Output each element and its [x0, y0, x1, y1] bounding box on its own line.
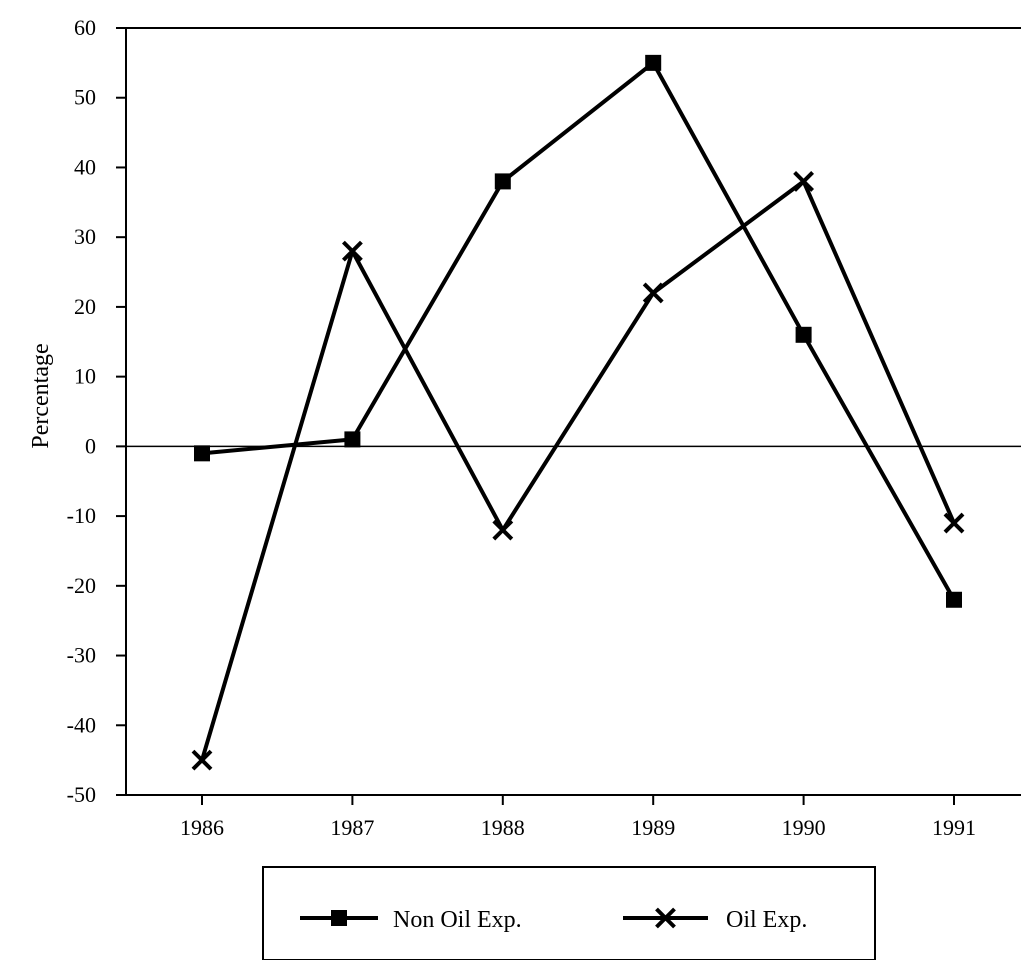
x-tick-label: 1990: [782, 815, 826, 840]
data-point-square: [194, 445, 210, 462]
data-point-x: [191, 749, 213, 771]
data-point-square: [344, 431, 361, 448]
x-tick-label: 1988: [481, 815, 525, 840]
data-point-x: [642, 282, 664, 304]
y-tick-label: -50: [67, 782, 96, 807]
x-marker-stroke: [655, 907, 676, 929]
x-marker-stroke: [341, 240, 363, 262]
legend-label: Non Oil Exp.: [393, 907, 522, 933]
axes: 60 50 40 30 20 10 0 -10 -20 -30 -40 -50 1986 1987 1988…: [67, 15, 1021, 840]
x-tick-label: 1987: [330, 815, 374, 840]
y-tick-label: 50: [74, 85, 96, 110]
y-tick-label: -40: [67, 712, 96, 737]
x-tick-label: 1991: [932, 815, 976, 840]
x-marker-stroke: [642, 282, 664, 304]
data-point-x: [492, 519, 514, 541]
x-marker-stroke: [793, 170, 815, 192]
x-marker-stroke: [191, 749, 213, 771]
legend-box: [262, 866, 876, 960]
y-tick-label: 60: [74, 15, 96, 40]
legend: Non Oil Exp. Oil Exp.: [262, 866, 876, 960]
y-tick-label: 20: [74, 294, 96, 319]
legend-label: Oil Exp.: [726, 907, 807, 933]
series-line: [200, 179, 956, 761]
series-oil-exp: [191, 170, 965, 771]
y-tick-label: 30: [74, 224, 96, 249]
series-line: [201, 60, 956, 601]
legend-item: Non Oil Exp.: [300, 907, 522, 933]
data-point-square: [645, 54, 662, 71]
y-tick-label: 10: [74, 364, 96, 389]
legend-x-marker: [655, 907, 676, 929]
y-axis-label: Percentage: [28, 343, 54, 448]
y-tick-label: -20: [67, 573, 96, 598]
series-layer: [191, 54, 965, 771]
data-point-x: [943, 512, 965, 534]
data-point-square: [494, 173, 511, 190]
y-tick-label: 0: [85, 433, 96, 458]
data-point-x: [793, 170, 815, 192]
legend-item: Oil Exp.: [623, 907, 807, 933]
data-point-x: [341, 240, 363, 262]
x-tick-label: 1986: [180, 815, 224, 840]
x-marker-stroke: [943, 512, 965, 534]
y-tick-label: 40: [74, 154, 96, 179]
y-tick-label: -10: [67, 503, 96, 528]
x-tick-label: 1989: [631, 815, 675, 840]
y-tick-label: -30: [67, 643, 96, 668]
x-marker-stroke: [492, 519, 514, 541]
series-non-oil-exp: [194, 54, 962, 608]
data-point-square: [946, 591, 962, 608]
data-point-square: [795, 326, 812, 343]
legend-square-marker: [331, 910, 347, 926]
